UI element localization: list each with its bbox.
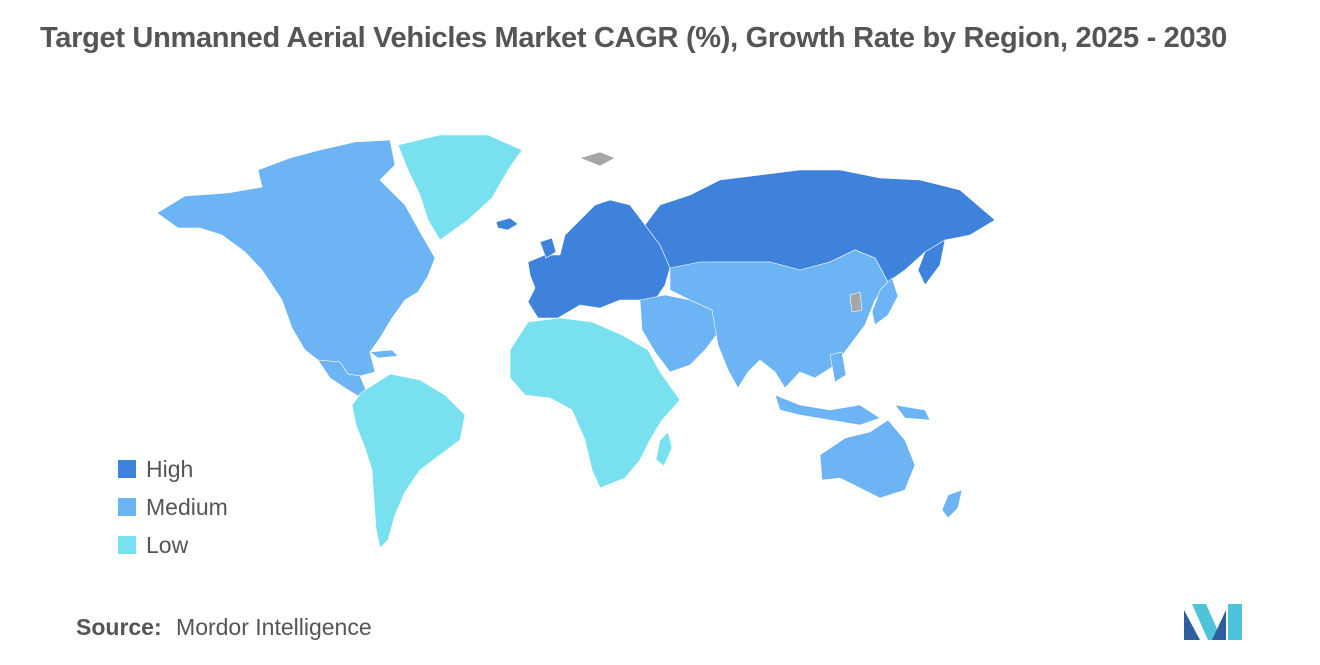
legend-item-low: Low xyxy=(118,526,228,564)
region-australia xyxy=(819,419,916,499)
region-southeast-asia xyxy=(774,394,881,426)
region-south-america xyxy=(351,373,466,549)
region-russia-east xyxy=(917,239,946,286)
region-new-zealand xyxy=(941,489,963,519)
source-value: Mordor Intelligence xyxy=(176,614,372,640)
region-north-america xyxy=(156,139,436,377)
region-middle-east xyxy=(639,294,721,373)
legend-swatch-low xyxy=(118,536,136,554)
region-greenland xyxy=(397,134,523,241)
legend-swatch-medium xyxy=(118,498,136,516)
legend-label-high: High xyxy=(146,455,194,482)
region-philippines xyxy=(829,351,847,383)
region-europe xyxy=(527,199,671,319)
legend: High Medium Low xyxy=(118,450,228,564)
mordor-intelligence-logo-icon xyxy=(1184,604,1242,640)
region-svalbard xyxy=(579,151,616,167)
region-caribbean xyxy=(369,349,399,359)
legend-item-medium: Medium xyxy=(118,488,228,526)
source-label: Source: xyxy=(76,614,162,640)
region-uk xyxy=(539,237,557,259)
legend-item-high: High xyxy=(118,450,228,488)
legend-label-medium: Medium xyxy=(146,493,228,520)
region-korea xyxy=(849,291,863,313)
source-line: Source: Mordor Intelligence xyxy=(76,614,372,641)
legend-swatch-high xyxy=(118,460,136,478)
region-asia xyxy=(669,249,889,389)
legend-label-low: Low xyxy=(146,531,189,558)
region-japan xyxy=(871,277,899,326)
region-iceland xyxy=(495,217,519,231)
region-madagascar xyxy=(655,431,673,467)
region-africa xyxy=(509,317,681,489)
region-papua xyxy=(894,404,931,421)
chart-title: Target Unmanned Aerial Vehicles Market C… xyxy=(40,22,1227,54)
